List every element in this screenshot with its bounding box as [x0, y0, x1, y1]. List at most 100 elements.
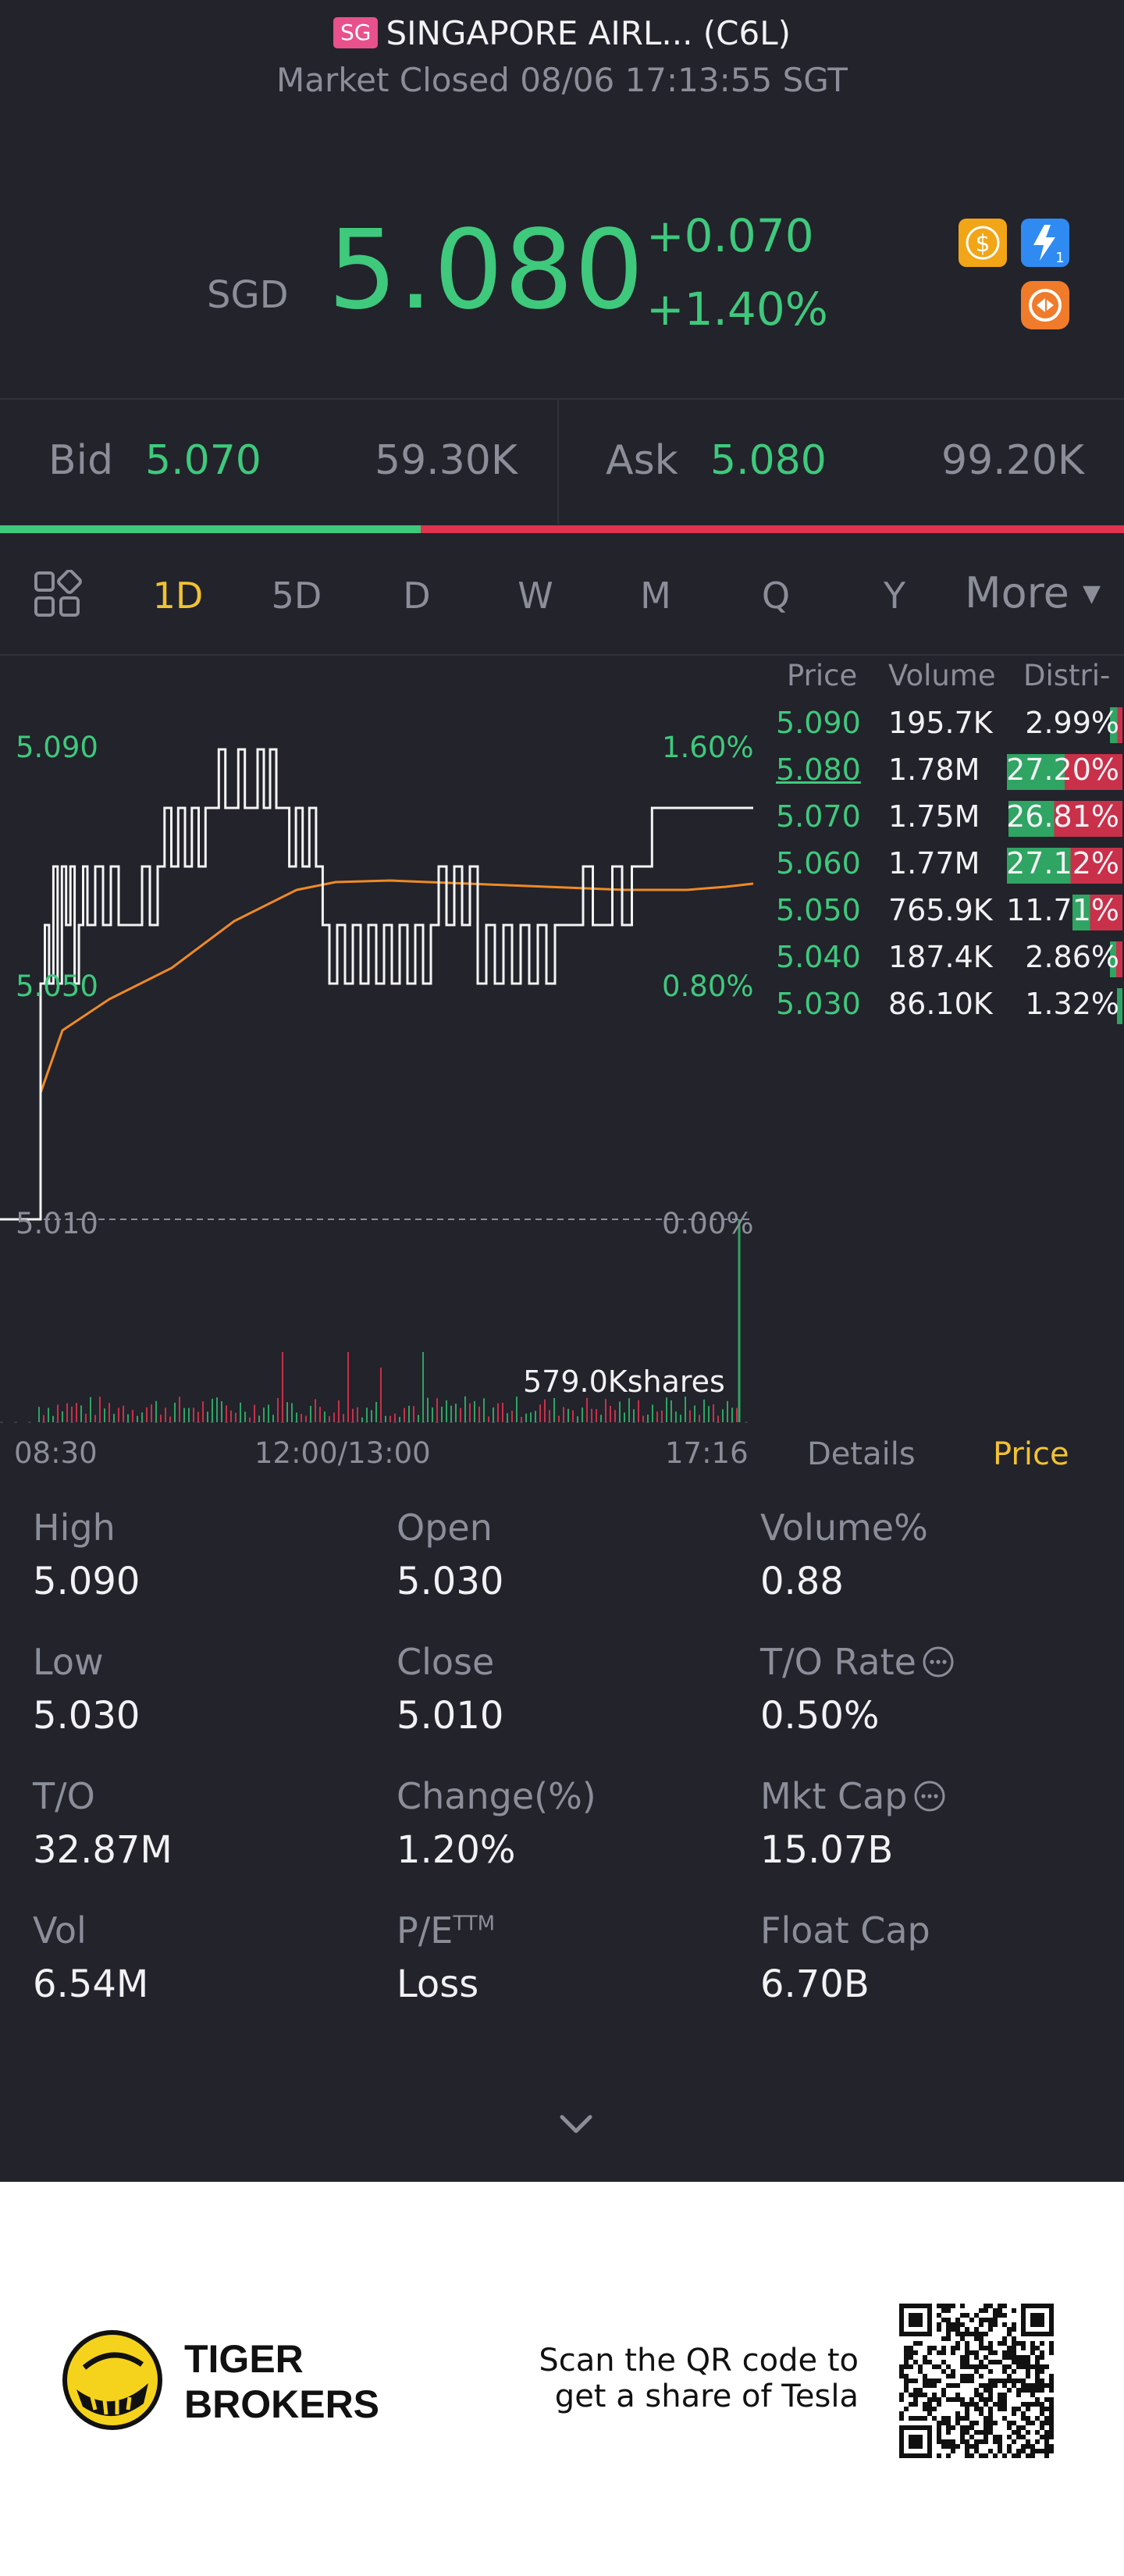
ask-size: 99.20K	[941, 437, 1084, 484]
stat-value: Loss	[397, 1962, 479, 2006]
tab-d[interactable]: D	[403, 575, 431, 617]
stat-high: High 5.090	[33, 1507, 140, 1603]
stat-change: Change(%) 1.20%	[397, 1775, 596, 1872]
stat-close: Close 5.010	[397, 1641, 503, 1738]
distribution-row: 5.030 86.10K 1.32%	[770, 980, 1124, 1027]
distribution-bar	[1007, 754, 1122, 790]
distribution-bar	[1109, 707, 1122, 743]
svg-text:1: 1	[1055, 250, 1064, 266]
stat-label: T/O	[33, 1775, 95, 1817]
tab-more[interactable]: More ▼	[965, 568, 1101, 617]
swap-icon[interactable]	[1021, 281, 1069, 329]
chevron-down-icon[interactable]	[559, 2112, 593, 2139]
tab-m[interactable]: M	[640, 575, 671, 617]
stat-low: Low 5.030	[33, 1641, 140, 1738]
stat-label: P/ETTM	[397, 1909, 496, 1952]
stat-label: Open	[397, 1507, 493, 1549]
distribution-price: 5.070	[776, 799, 861, 834]
tab-more-label: More	[965, 568, 1069, 617]
time-mid: 12:00/13:00	[254, 1436, 431, 1470]
distribution-row: 5.060 1.77M 27.12%	[770, 840, 1124, 887]
distribution-row: 5.090 195.7K 2.99%	[770, 699, 1124, 746]
price-change-percent: +1.40%	[646, 283, 828, 336]
col-volume: Volume	[888, 659, 996, 692]
dollar-icon[interactable]: $	[959, 219, 1007, 267]
tab-q[interactable]: Q	[761, 575, 791, 617]
promo-footer: TIGER BROKERS Scan the QR code to get a …	[0, 2182, 1124, 2576]
distribution-row: 5.040 187.4K 2.86%	[770, 934, 1124, 980]
stat-value: 6.54M	[33, 1962, 149, 2006]
distribution-percent: 27.20%	[1006, 753, 1119, 787]
volume-readout: 579.0Kshares	[523, 1364, 725, 1399]
distribution-volume: 1.77M	[888, 846, 980, 881]
distribution-percent: 27.12%	[1006, 846, 1119, 881]
brand-line-1: TIGER	[184, 2337, 304, 2381]
tab-5d[interactable]: 5D	[271, 575, 322, 617]
divider	[0, 654, 1124, 656]
distribution-percent: 26.81%	[1006, 799, 1119, 834]
more-info-icon[interactable]	[916, 1641, 955, 1683]
distribution-bar	[1110, 941, 1122, 977]
stat-vol: Vol 6.54M	[33, 1909, 148, 2006]
distribution-bar	[1072, 895, 1122, 930]
distribution-volume: 195.7K	[888, 706, 993, 740]
col-distribution: Distri-	[1023, 659, 1111, 692]
distribution-price: 5.080	[776, 753, 861, 787]
distribution-row: 5.080 1.78M 27.20%	[770, 746, 1124, 793]
distribution-bar	[1007, 848, 1122, 884]
stat-label: Change(%)	[397, 1775, 596, 1817]
tab-1d[interactable]: 1D	[152, 575, 204, 617]
tiger-logo	[61, 2329, 164, 2435]
open-line	[0, 1093, 42, 1221]
tab-details[interactable]: Details	[807, 1436, 916, 1472]
stats-grid: High 5.090 Open 5.030 Volume% 0.88 Low 5.030 Clo…	[0, 1507, 1124, 2053]
distribution-percent: 11.71%	[1006, 893, 1119, 927]
ask-price: 5.080	[710, 437, 827, 484]
bid-size: 59.30K	[375, 437, 518, 484]
qr-code	[899, 2304, 1054, 2458]
market-badge: SG	[333, 17, 379, 48]
distribution-volume: 187.4K	[888, 940, 993, 974]
axis-pct-high: 1.60%	[662, 731, 754, 764]
intraday-chart[interactable]	[0, 656, 757, 1436]
axis-pct-low: 0.00%	[662, 1207, 754, 1240]
distribution-volume: 1.78M	[888, 753, 980, 787]
stat-p-e: P/ETTM Loss	[397, 1909, 495, 2006]
distribution-volume: 86.10K	[888, 987, 993, 1021]
distribution-price: 5.060	[776, 846, 861, 881]
last-price: 5.080	[328, 207, 645, 334]
stat-float-cap: Float Cap 6.70B	[760, 1909, 930, 2006]
tab-w[interactable]: W	[518, 575, 553, 617]
stat-t-o: T/O 32.87M	[33, 1775, 173, 1872]
stat-mkt-cap: Mkt Cap 15.07B	[760, 1775, 947, 1872]
time-start: 08:30	[14, 1436, 98, 1470]
distribution-percent: 1.32%	[1025, 987, 1119, 1021]
stock-title: SG SINGAPORE AIRL... (C6L)	[0, 14, 1124, 52]
bid-price: 5.070	[145, 437, 261, 484]
promo-text: Scan the QR code to get a share of Tesla	[515, 2343, 859, 2414]
price-distribution: Price Volume Distri- 5.090 195.7K 2.99% 5.0…	[770, 657, 1124, 1024]
more-info-icon[interactable]	[908, 1775, 947, 1817]
stat-label: Vol	[33, 1909, 87, 1952]
stat-volume: Volume% 0.88	[760, 1507, 928, 1603]
stat-t-o-rate: T/O Rate 0.50%	[760, 1641, 955, 1738]
lightning-icon[interactable]: 1	[1021, 219, 1069, 267]
price-line	[39, 748, 753, 1093]
stat-value: 0.88	[760, 1560, 844, 1603]
stock-name: SINGAPORE AIRL... (C6L)	[386, 14, 791, 52]
axis-label-high: 5.090	[16, 731, 98, 764]
bid-ratio-fill	[0, 525, 421, 533]
volume-bars	[38, 1219, 741, 1422]
stat-value: 1.20%	[397, 1828, 516, 1872]
layout-grid-icon[interactable]	[33, 569, 83, 623]
distribution-row: 5.050 765.9K 11.71%	[770, 887, 1124, 934]
tab-price[interactable]: Price	[993, 1436, 1069, 1472]
stat-label: High	[33, 1507, 116, 1549]
distribution-bar	[1116, 988, 1122, 1024]
stat-value: 5.090	[33, 1560, 140, 1603]
axis-pct-mid: 0.80%	[662, 970, 754, 1003]
tab-y[interactable]: Y	[883, 575, 906, 617]
distribution-bar	[1008, 801, 1122, 837]
market-status: Market Closed 08/06 17:13:55 SGT	[276, 61, 848, 99]
time-end: 17:16	[665, 1436, 749, 1470]
